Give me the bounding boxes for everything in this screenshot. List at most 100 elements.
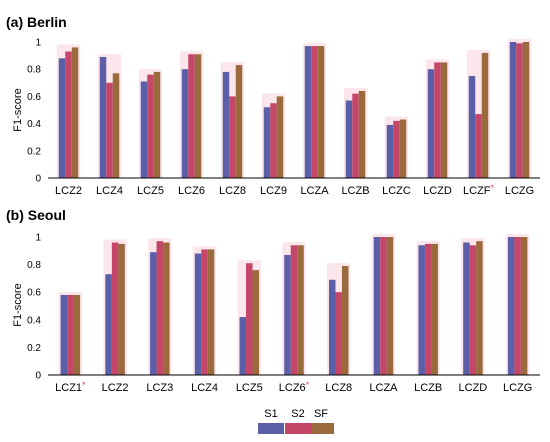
bar-s1-lczb bbox=[418, 245, 425, 375]
category-label-lcz4: LCZ4 bbox=[191, 382, 218, 394]
y-tick-label-seoul: 1 bbox=[35, 233, 41, 244]
y-ticks-berlin: 0 0.2 0.4 0.6 0.8 1 bbox=[27, 38, 41, 185]
category-label-lcz5: LCZ5 bbox=[236, 382, 263, 394]
legend-swatch-s1 bbox=[258, 423, 284, 434]
legend-label-s2: S2 bbox=[291, 408, 304, 420]
bars-berlin bbox=[58, 42, 530, 178]
category-label-lcz5: LCZ5 bbox=[137, 185, 164, 197]
bar-s1-lczg bbox=[507, 237, 515, 375]
legend-swatch-sf bbox=[311, 423, 334, 434]
legend-swatch-s2 bbox=[285, 423, 311, 434]
bar-sf-lczd bbox=[476, 241, 483, 375]
bar-sf-lczb bbox=[431, 243, 438, 375]
bar-s1-lcz8 bbox=[222, 71, 230, 178]
bar-s1-lcza bbox=[373, 237, 381, 375]
legend-label-sf: SF bbox=[314, 408, 328, 420]
y-tick-label-berlin: 0.2 bbox=[27, 146, 41, 157]
bar-s2-lczc bbox=[393, 120, 400, 178]
category-label-lcz4: LCZ4 bbox=[96, 185, 123, 197]
bar-s1-lcz6 bbox=[181, 69, 189, 178]
bar-s2-lcz3 bbox=[156, 241, 164, 375]
bar-sf-lcz5 bbox=[153, 71, 161, 178]
category-label-lcza: LCZA bbox=[300, 185, 329, 197]
category-label-lcz6: LCZ6* bbox=[279, 380, 310, 394]
bar-sf-lczg bbox=[520, 237, 528, 375]
category-label-lcz2: LCZ2 bbox=[55, 185, 82, 197]
bar-sf-lcz2 bbox=[118, 243, 125, 375]
bar-s2-lczg bbox=[516, 43, 523, 178]
bar-sf-lcz1 bbox=[73, 294, 81, 375]
bar-sf-lcz2 bbox=[71, 47, 79, 178]
y-axis-title-seoul: F1-score bbox=[12, 283, 24, 326]
bar-sf-lcz4 bbox=[207, 249, 215, 375]
y-axis-title-berlin: F1-score bbox=[12, 88, 24, 131]
bar-sf-lcza bbox=[317, 46, 325, 178]
category-label-lcza: LCZA bbox=[369, 382, 398, 394]
y-tick-label-seoul: 0.6 bbox=[27, 288, 41, 299]
bar-s1-lczg bbox=[509, 42, 517, 178]
panel-title-seoul: (b) Seoul bbox=[6, 207, 66, 223]
category-star-marker: * bbox=[82, 380, 86, 390]
bar-s2-lczg bbox=[514, 237, 521, 375]
bar-s2-lcz4 bbox=[201, 249, 208, 375]
categories-seoul: LCZ1* LCZ2 LCZ3 LCZ4 LCZ5 LCZ6* LCZ8 LCZA LCZB LC… bbox=[55, 380, 532, 394]
bar-s2-lcz4 bbox=[106, 82, 113, 178]
category-label-lczd: LCZD bbox=[459, 382, 488, 394]
bar-s1-lczf bbox=[468, 76, 476, 178]
bar-s1-lczd bbox=[427, 69, 435, 178]
bar-s2-lcz8 bbox=[229, 96, 236, 178]
bar-s1-lcza bbox=[304, 46, 312, 178]
bar-sf-lcz8 bbox=[341, 265, 349, 375]
bar-s2-lcza bbox=[311, 46, 318, 178]
category-label-lcz3: LCZ3 bbox=[146, 382, 173, 394]
bar-s1-lcz4 bbox=[99, 56, 107, 178]
y-tick-label-seoul: 0.4 bbox=[27, 315, 41, 326]
category-label-lczb: LCZB bbox=[341, 185, 369, 197]
bar-s1-lcz2 bbox=[58, 58, 66, 178]
y-ticks-seoul: 0 0.2 0.4 0.6 0.8 1 bbox=[27, 233, 41, 382]
bar-sf-lcz3 bbox=[163, 242, 170, 375]
category-label-lczc: LCZC bbox=[382, 185, 411, 197]
legend-label-s1: S1 bbox=[264, 408, 277, 420]
bar-s2-lcz2 bbox=[111, 242, 119, 375]
category-label-lcz8: LCZ8 bbox=[325, 382, 352, 394]
bar-s2-lcz8 bbox=[335, 292, 342, 375]
bar-s1-lcz5 bbox=[239, 317, 247, 375]
highlights-berlin bbox=[56, 39, 532, 179]
y-tick-label-berlin: 1 bbox=[35, 38, 41, 49]
category-star-marker: * bbox=[490, 183, 494, 193]
bar-s2-lczb bbox=[424, 243, 432, 375]
panel-title-berlin: (a) Berlin bbox=[6, 14, 67, 30]
bar-sf-lcz5 bbox=[252, 270, 260, 375]
category-label-lcz6: LCZ6 bbox=[178, 185, 205, 197]
bar-s2-lcza bbox=[380, 237, 387, 375]
bar-s2-lcz9 bbox=[270, 103, 277, 178]
y-tick-label-seoul: 0.2 bbox=[27, 343, 41, 354]
bar-sf-lcza bbox=[386, 237, 394, 375]
category-label-lczb: LCZB bbox=[414, 382, 442, 394]
bar-sf-lcz4 bbox=[112, 73, 120, 178]
bar-sf-lcz6 bbox=[297, 245, 304, 375]
category-label-lcz2: LCZ2 bbox=[102, 382, 129, 394]
category-label-lczf: LCZF* bbox=[463, 183, 495, 197]
bar-s1-lcz1 bbox=[60, 294, 68, 375]
category-label-lcz8: LCZ8 bbox=[219, 185, 246, 197]
y-tick-label-berlin: 0.6 bbox=[27, 92, 41, 103]
y-tick-label-berlin: 0 bbox=[35, 174, 41, 185]
bar-s1-lcz6 bbox=[284, 254, 291, 375]
y-tick-label-berlin: 0.4 bbox=[27, 119, 41, 130]
category-label-lczg: LCZG bbox=[505, 185, 534, 197]
bar-s2-lcz2 bbox=[65, 51, 72, 178]
category-label-lczg: LCZG bbox=[503, 382, 532, 394]
bar-s1-lcz5 bbox=[140, 81, 148, 178]
bar-sf-lczf bbox=[481, 52, 489, 178]
y-tick-label-berlin: 0.8 bbox=[27, 65, 41, 76]
bar-s2-lcz5 bbox=[147, 74, 154, 178]
bar-sf-lcz8 bbox=[235, 65, 243, 178]
bar-s1-lcz4 bbox=[194, 253, 202, 375]
bars-seoul bbox=[60, 237, 528, 375]
panel-seoul: (b) Seoul F1-score 00.20.40.60.81 LCZ1* L… bbox=[6, 207, 540, 394]
categories-berlin: LCZ2 LCZ4 LCZ5 LCZ6 LCZ8 LCZ9 LCZA LCZB LCZC LCZD… bbox=[55, 183, 534, 197]
bar-sf-lczg bbox=[522, 42, 530, 178]
